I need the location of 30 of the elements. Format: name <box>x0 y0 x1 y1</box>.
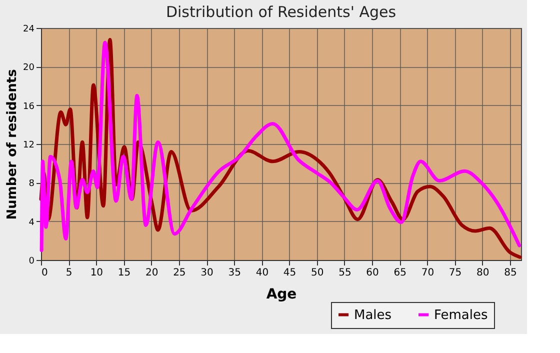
y-tick-label: 12 <box>23 140 34 150</box>
x-tick-label: 25 <box>173 268 186 278</box>
x-tick-label: 35 <box>228 268 241 278</box>
x-tick-label: 20 <box>145 268 158 278</box>
x-tick-label: 0 <box>42 268 48 278</box>
x-tick-label: 85 <box>504 268 517 278</box>
x-tick-label: 40 <box>256 268 269 278</box>
y-tick-label: 0 <box>28 256 35 266</box>
legend-label: Males <box>354 308 392 323</box>
x-tick-label: 60 <box>366 268 379 278</box>
x-tick-label: 45 <box>283 268 296 278</box>
y-tick-label: 16 <box>23 102 35 112</box>
y-tick-label: 24 <box>23 24 35 34</box>
x-tick-label: 15 <box>118 268 131 278</box>
x-tick-label: 65 <box>394 268 406 278</box>
x-tick-label: 5 <box>66 268 72 278</box>
x-tick-label: 50 <box>310 268 324 278</box>
y-tick-label: 4 <box>28 218 35 228</box>
y-tick-label: 8 <box>28 179 35 190</box>
y-axis-title: Number of residents <box>5 68 20 220</box>
x-tick-label: 80 <box>476 268 490 278</box>
x-tick-label: 70 <box>421 268 434 278</box>
x-tick-label: 30 <box>200 268 214 278</box>
chart-title: Distribution of Residents' Ages <box>166 3 396 21</box>
x-axis-title: Age <box>266 286 297 302</box>
x-tick-label: 55 <box>338 268 352 278</box>
x-tick-label: 10 <box>90 268 104 278</box>
x-tick-label: 75 <box>448 268 462 278</box>
y-tick-label: 20 <box>23 63 35 74</box>
legend-label: Females <box>434 308 488 323</box>
